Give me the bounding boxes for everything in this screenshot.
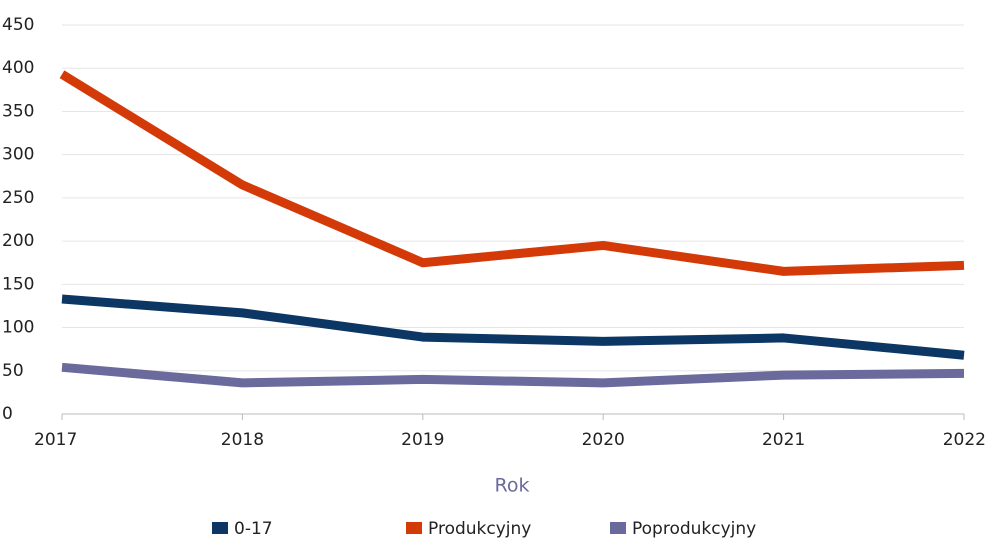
legend-swatch	[406, 522, 422, 534]
y-tick-label: 50	[2, 361, 24, 381]
x-axis-title: Rok	[495, 475, 530, 497]
x-tick-label: 2018	[221, 430, 264, 450]
x-tick-label: 2019	[401, 430, 444, 450]
x-tick-label: 2022	[943, 430, 986, 450]
x-tick-label: 2021	[762, 430, 805, 450]
x-tick-label: 2017	[34, 430, 77, 450]
y-tick-label: 300	[2, 145, 34, 165]
y-tick-label: 100	[2, 318, 34, 338]
y-tick-label: 450	[2, 15, 34, 35]
legend-label: Poprodukcyjny	[632, 519, 756, 539]
series-line	[61, 294, 965, 360]
y-tick-label: 150	[2, 274, 34, 294]
legend-label: Produkcyjny	[428, 519, 531, 539]
legend-swatch	[610, 522, 626, 534]
x-tick-label: 2020	[582, 430, 625, 450]
legend-label: 0-17	[234, 519, 273, 539]
series-line	[61, 362, 965, 388]
y-tick-label: 400	[2, 58, 34, 78]
series-line	[59, 70, 965, 276]
y-tick-label: 250	[2, 188, 34, 208]
y-tick-label: 0	[2, 404, 13, 424]
y-tick-label: 200	[2, 231, 34, 251]
y-tick-label: 350	[2, 101, 34, 121]
legend-swatch	[212, 522, 228, 534]
